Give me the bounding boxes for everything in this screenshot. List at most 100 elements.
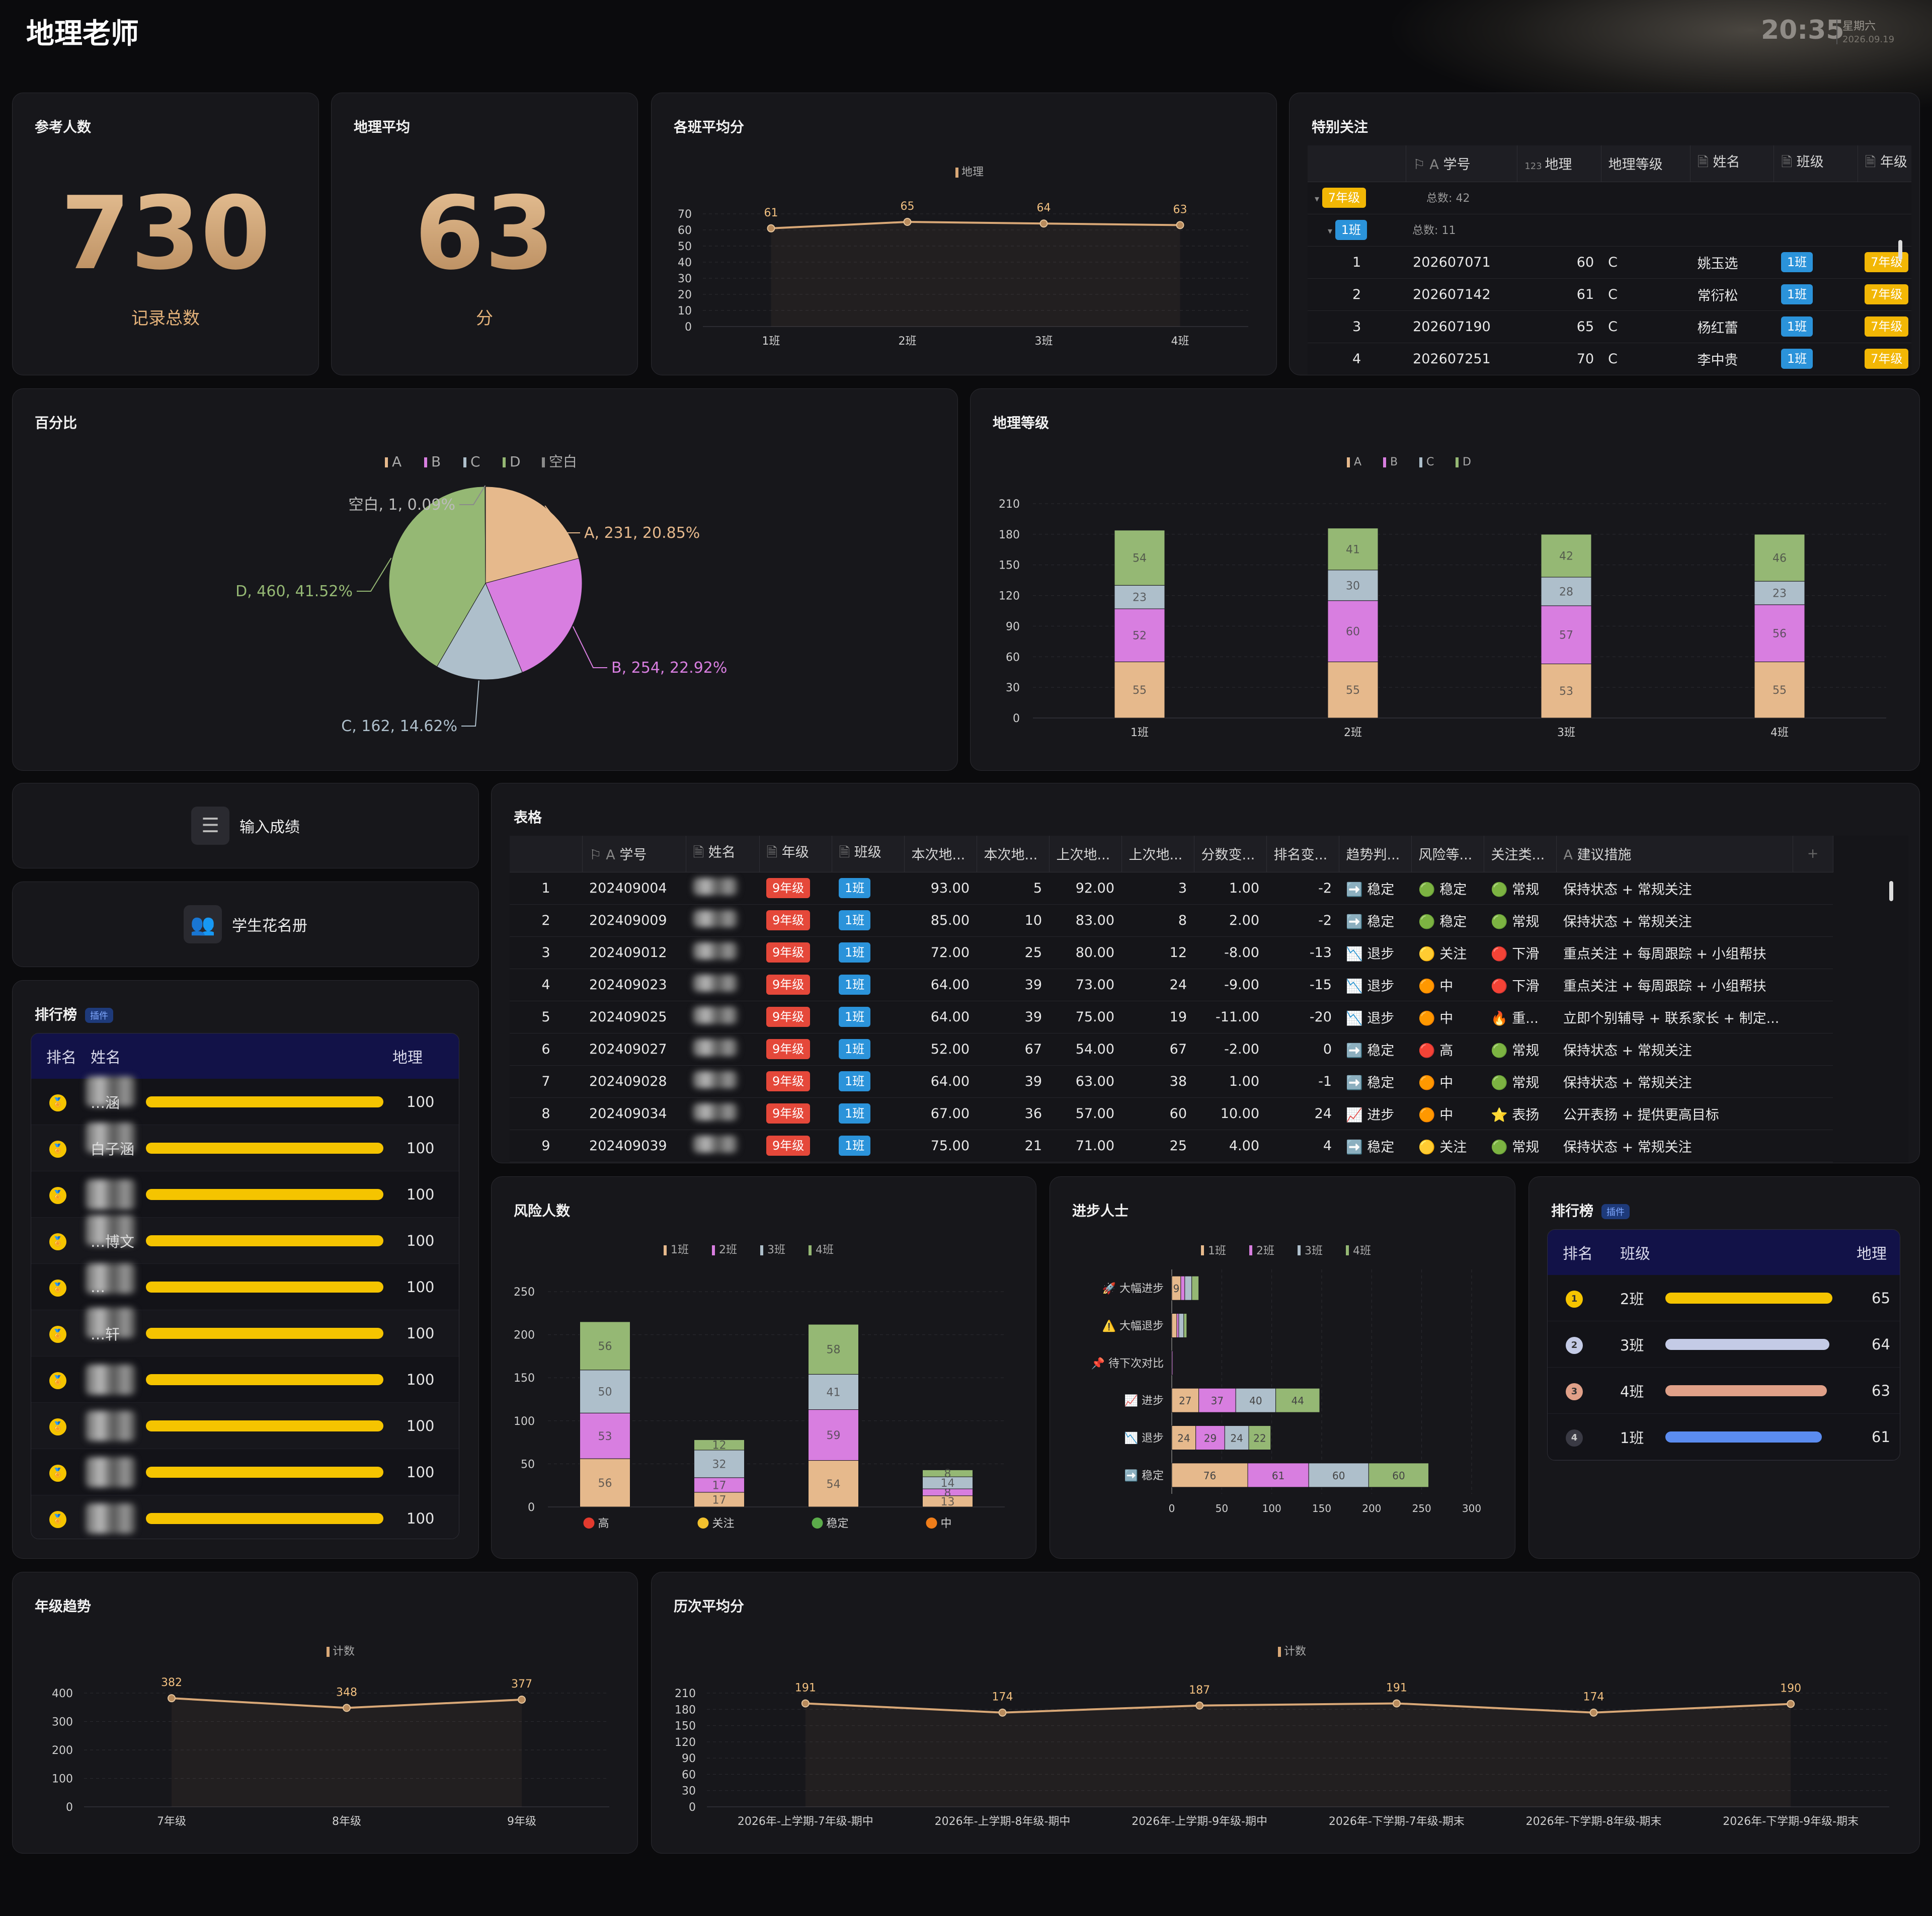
rank: 10	[977, 904, 1049, 937]
leaderboard-row[interactable]: 🏅 100	[31, 1356, 459, 1403]
leaderboard-row[interactable]: 3 4班 63	[1548, 1368, 1900, 1414]
col-header[interactable]: 趋势判...	[1339, 836, 1412, 872]
bar-value: 41	[1346, 543, 1360, 556]
kpi-value: 63	[332, 184, 637, 284]
leaderboard-row[interactable]: 🏅 100	[31, 1495, 459, 1539]
col-header[interactable]: A 建议措施	[1556, 836, 1793, 872]
col-header[interactable]: ⚐ A 学号	[1406, 145, 1518, 182]
col-header[interactable]: ⚐ A 学号	[582, 836, 686, 872]
leaderboard-row[interactable]: 🏅 100	[31, 1171, 459, 1218]
table-row[interactable]: 8 202409034 9年级 1班 67.00 36 57.00 60 10.00 24 📈 进步…	[510, 1097, 1833, 1130]
score-bar	[1665, 1338, 1857, 1350]
group-row-class[interactable]: ▾ 1班 总数: 11	[1308, 214, 1911, 247]
col-header[interactable]: 123 地理	[1517, 145, 1601, 182]
plugin-badge: 插件	[85, 1008, 114, 1023]
medal-icon: 3	[1548, 1381, 1620, 1400]
score: 64.00	[904, 969, 977, 1001]
table-row[interactable]: 9 202409039 9年级 1班 75.00 21 71.00 25 4.00 4 ➡️ 稳定 🟡…	[510, 1130, 1833, 1162]
col-header[interactable]: 🗎 姓名	[686, 836, 760, 872]
col-header[interactable]: 分数变...	[1194, 836, 1267, 872]
rank-change: -15	[1266, 969, 1339, 1001]
grade-cell: 9年级	[759, 904, 832, 937]
table-row[interactable]: 2 202409009 9年级 1班 85.00 10 83.00 8 2.00 -2 ➡️ 稳定 🟢…	[510, 904, 1833, 937]
grade-cell: 9年级	[759, 872, 832, 905]
col-header[interactable]: 🗎 班级	[1774, 145, 1858, 182]
student-id: 202409039	[582, 1130, 686, 1162]
leaderboard-row[interactable]: 🏅 …博文 100	[31, 1215, 459, 1264]
header: 地理老师 20:35 星期六 2026.09.19	[0, 0, 1932, 81]
x-tick-label: 稳定	[827, 1518, 849, 1530]
prev-rank: 8	[1121, 904, 1194, 937]
col-header[interactable]: 🗎 班级	[832, 836, 905, 872]
bar-value: 60	[1332, 1470, 1345, 1482]
score: 65	[1872, 1289, 1890, 1307]
leaderboard-row[interactable]: 1 2班 65	[1548, 1275, 1900, 1321]
col-header[interactable]: 🗎 年级	[759, 836, 832, 872]
col-header[interactable]: 本次地...	[977, 836, 1050, 872]
bar-segment	[1198, 1388, 1236, 1413]
roster-button[interactable]: 👥 学生花名册	[12, 882, 479, 967]
prev-score: 83.00	[1049, 904, 1121, 937]
col-header[interactable]: 排名变...	[1266, 836, 1339, 872]
bar-segment	[1191, 1275, 1199, 1301]
col-header[interactable]: 关注类...	[1484, 836, 1557, 872]
x-tick-label: 2026年-上学期-7年级-期中	[738, 1815, 873, 1828]
vertical-scrollbar[interactable]	[1889, 881, 1893, 901]
leaderboard-row[interactable]: 2 3班 64	[1548, 1321, 1900, 1368]
col-header[interactable]: 上次地...	[1049, 836, 1122, 872]
group-row-grade[interactable]: ▾ 7年级 总数: 42	[1308, 182, 1911, 214]
y-tick-label: 90	[682, 1752, 696, 1765]
card-title: 历次平均分	[674, 1598, 745, 1615]
medal-icon: 4	[1548, 1427, 1620, 1447]
document-icon: ☰	[191, 807, 229, 845]
col-header[interactable]: 本次地...	[904, 836, 977, 872]
score-change: 10.00	[1194, 1097, 1266, 1130]
pie-slice	[388, 486, 486, 667]
row-index: 8	[510, 1097, 582, 1130]
table-row[interactable]: 3 202607190 65 C 杨红蕾 1班 7年级	[1308, 310, 1911, 343]
table-row[interactable]: 3 202409012 9年级 1班 72.00 25 80.00 12 -8.00 -13 📉 退…	[510, 936, 1833, 969]
col-header[interactable]: 地理等级	[1601, 145, 1691, 182]
slice-label: B, 254, 22.92%	[611, 659, 727, 677]
advice: 保持状态 + 常规关注	[1556, 1130, 1793, 1162]
y-tick-label: 250	[514, 1286, 535, 1299]
table-row[interactable]: 4 202607251 70 C 李中贵 1班 7年级	[1308, 343, 1911, 375]
table-row[interactable]: 1 202409004 9年级 1班 93.00 5 92.00 3 1.00 -2 ➡️ 稳定 🟢 …	[510, 872, 1833, 905]
leaderboard-row[interactable]: 🏅 …轩 100	[31, 1307, 459, 1356]
add-column-button[interactable]: +	[1793, 836, 1833, 872]
table-row[interactable]: 2 202607142 61 C 常衍松 1班 7年级	[1308, 278, 1911, 311]
score-change: 4.00	[1194, 1130, 1266, 1162]
x-tick-label: 9年级	[507, 1815, 536, 1828]
risk-level: 🟠 中	[1411, 1097, 1484, 1130]
data-label: 174	[992, 1691, 1013, 1704]
col-header[interactable]: 上次地...	[1121, 836, 1194, 872]
leaderboard-row[interactable]: 🏅 白子涵 100	[31, 1122, 459, 1171]
table-row[interactable]: 6 202409027 9年级 1班 52.00 67 54.00 67 -2.00 0 ➡️ 稳定…	[510, 1033, 1833, 1066]
table-row[interactable]: 1 202607071 60 C 姚玉选 1班 7年级	[1308, 246, 1911, 279]
table-row[interactable]: 7 202409028 9年级 1班 64.00 39 63.00 38 1.00 -1 ➡️ 稳定…	[510, 1065, 1833, 1098]
vertical-scrollbar[interactable]	[1898, 240, 1902, 260]
legend-swatch	[1347, 457, 1350, 467]
input-scores-button[interactable]: ☰ 输入成绩	[12, 783, 479, 868]
table-row[interactable]: 4 202409023 9年级 1班 64.00 39 73.00 24 -9.00 -15 📉 退…	[510, 969, 1833, 1001]
pie-slice	[485, 486, 580, 584]
pie-slice	[436, 582, 523, 680]
table-row[interactable]: 5 202409025 9年级 1班 64.00 39 75.00 19 -11.00 -20 📉 …	[510, 1001, 1833, 1033]
advice: 保持状态 + 常规关注	[1556, 1033, 1793, 1066]
score: 100	[407, 1232, 435, 1249]
score-bar	[146, 1281, 387, 1293]
data-label: 63	[1173, 203, 1187, 216]
col-header[interactable]: 🗎 姓名	[1690, 145, 1775, 182]
col-header[interactable]: 🗎 年级	[1858, 145, 1911, 182]
leaderboard-row[interactable]: 🏅 100	[31, 1449, 459, 1495]
group-tag: 7年级	[1322, 188, 1366, 208]
leaderboard-row[interactable]: 4 1班 61	[1548, 1414, 1900, 1460]
col-header[interactable]: 风险等...	[1411, 836, 1484, 872]
score: 100	[407, 1093, 435, 1110]
leaderboard-row[interactable]: 🏅 …涵 100	[31, 1076, 459, 1125]
medal-icon: 🏅	[31, 1508, 91, 1528]
bar-value: 8	[944, 1468, 951, 1480]
leaderboard-row[interactable]: 🏅… 100	[31, 1263, 459, 1310]
score-bar	[146, 1096, 387, 1107]
leaderboard-row[interactable]: 🏅 100	[31, 1403, 459, 1449]
